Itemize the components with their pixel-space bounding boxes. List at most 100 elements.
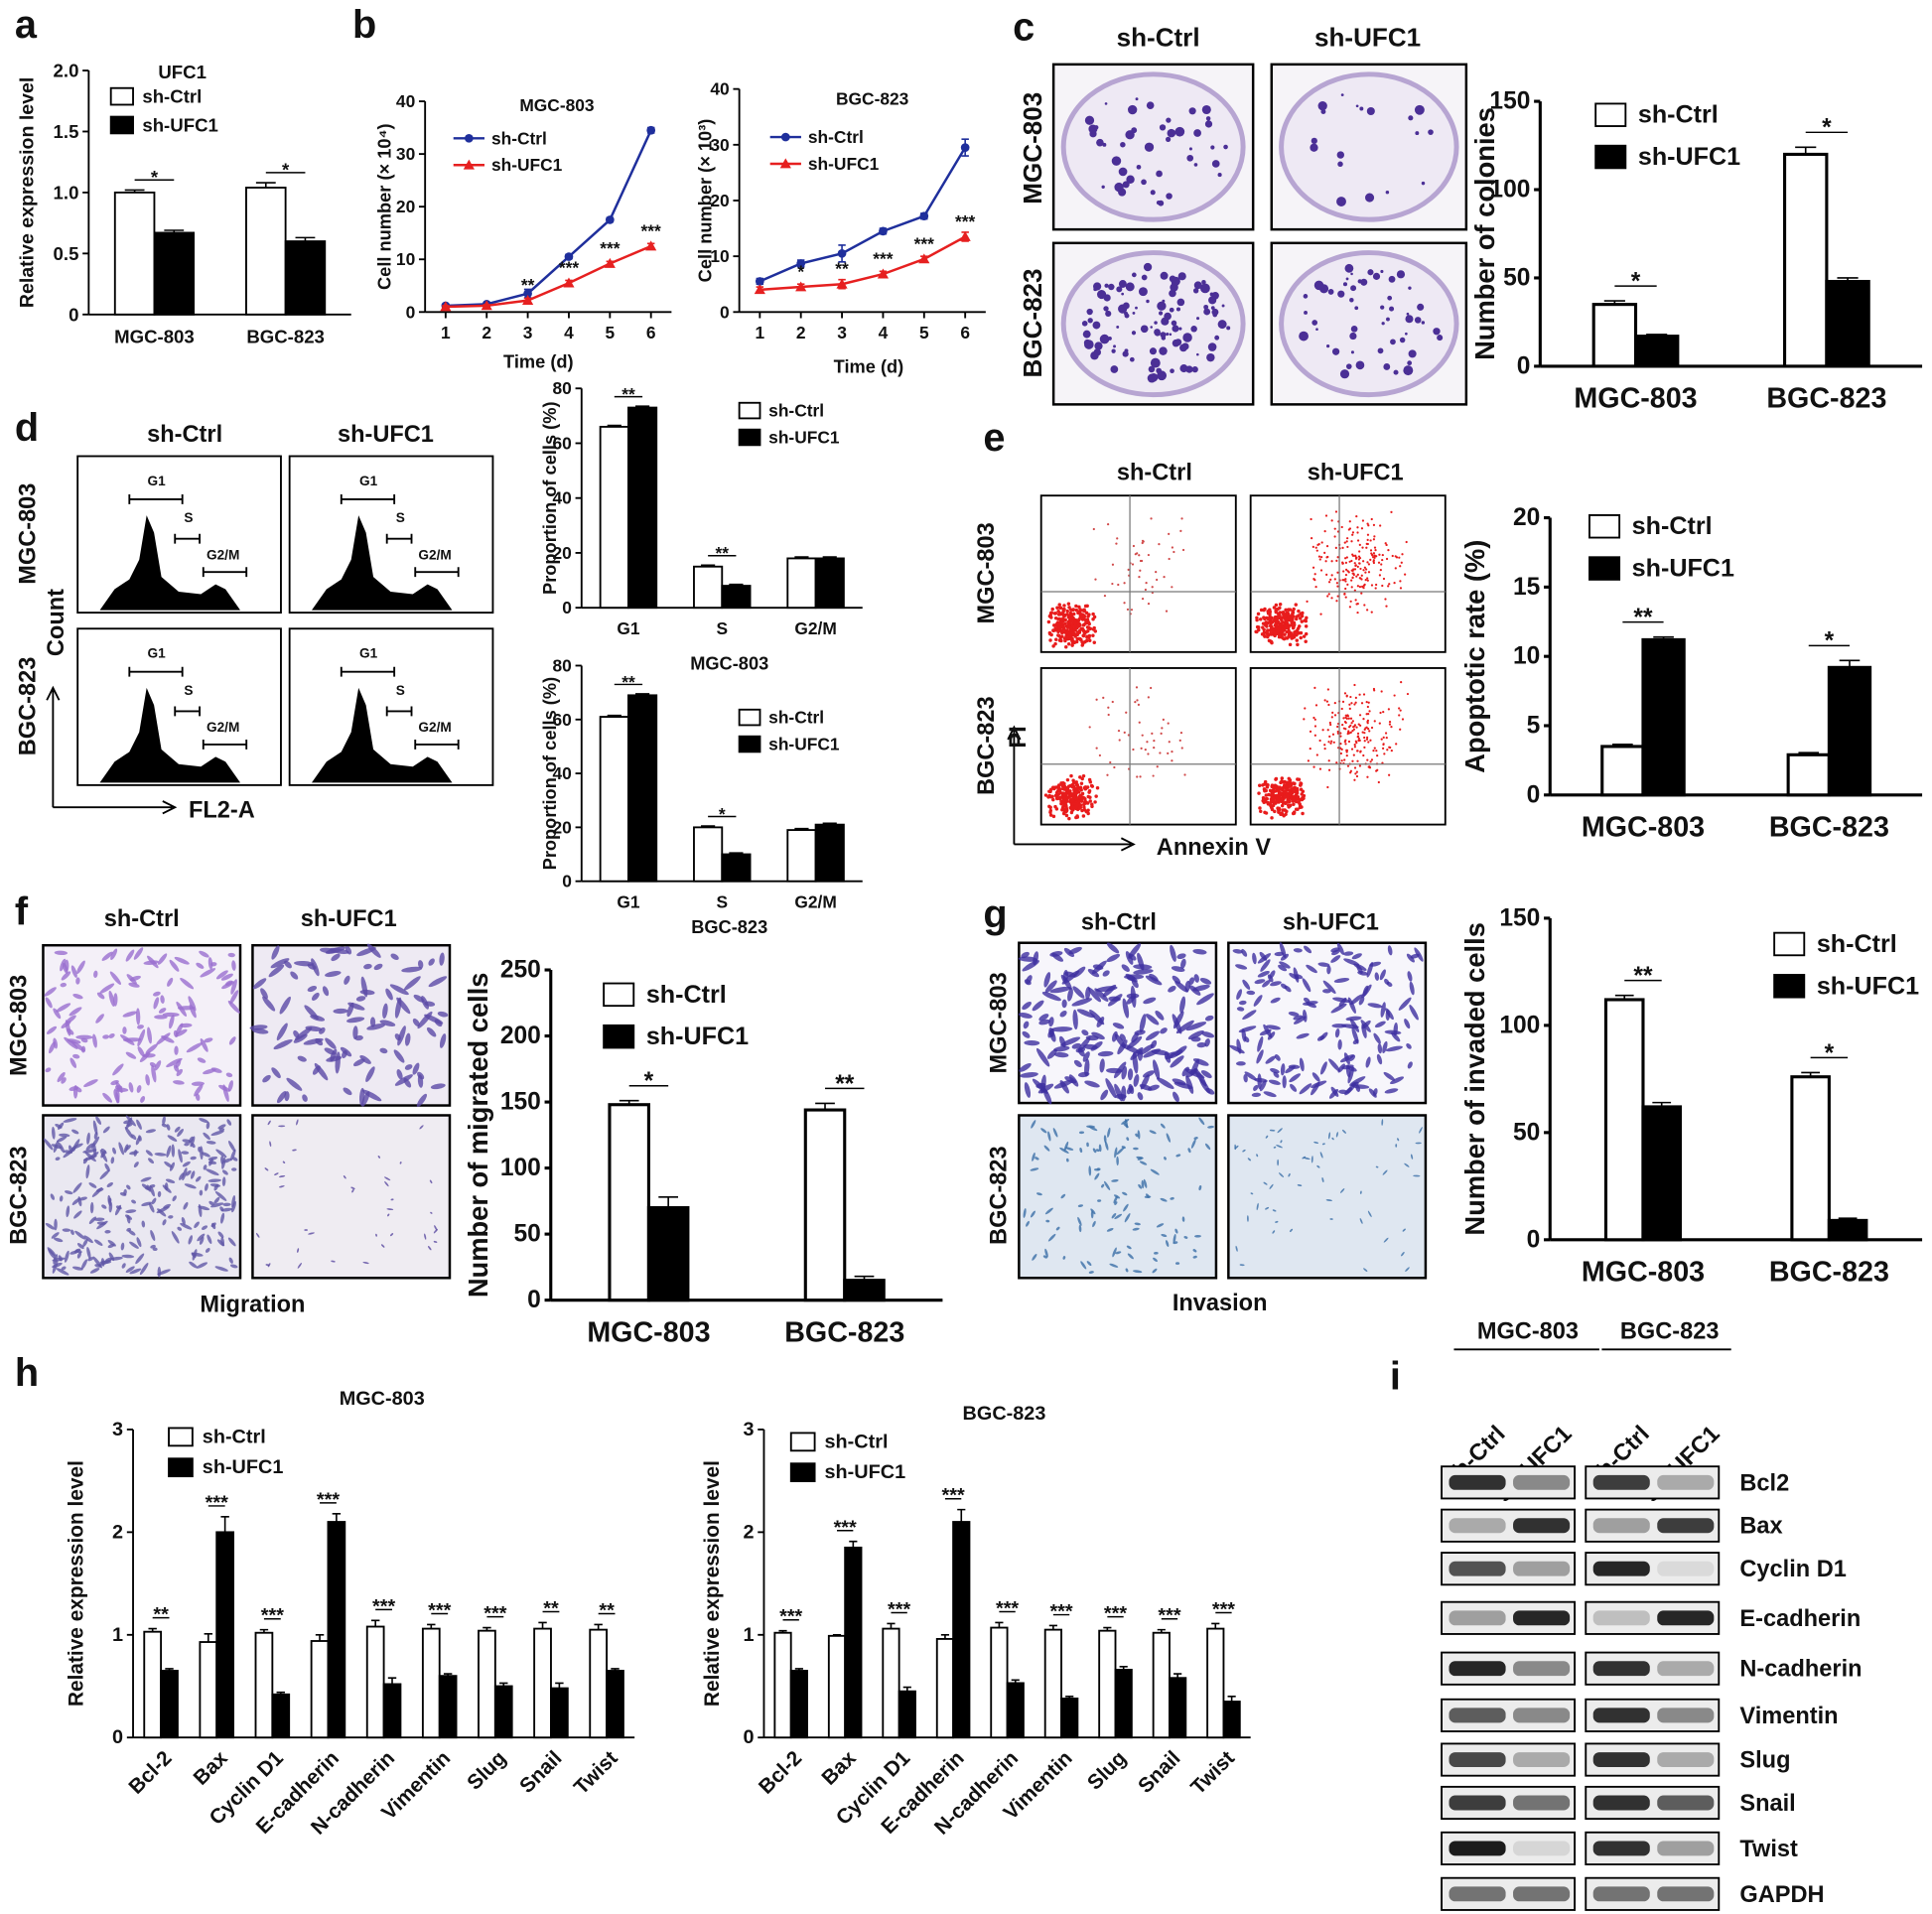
cell-dot xyxy=(1065,609,1069,614)
cell-dot xyxy=(1063,638,1067,643)
cell-dot xyxy=(1325,573,1328,576)
cell-dot xyxy=(1256,625,1261,629)
cell xyxy=(1359,1190,1362,1194)
cell-dot xyxy=(1304,707,1307,710)
colony xyxy=(1304,311,1308,315)
bar xyxy=(721,585,752,610)
y-axis-label: Relative expression level xyxy=(16,77,38,308)
cell xyxy=(1288,1011,1300,1017)
colony xyxy=(1162,299,1166,303)
cell xyxy=(268,964,285,978)
cell-dot xyxy=(1373,556,1376,559)
cell-dot xyxy=(1156,578,1159,582)
colony xyxy=(1212,312,1218,318)
cell-dot xyxy=(1336,730,1339,734)
legend-label: sh-UFC1 xyxy=(646,1023,749,1050)
cell-dot xyxy=(1088,726,1091,729)
cell-dot xyxy=(1059,795,1063,800)
histogram xyxy=(99,515,241,611)
bar xyxy=(827,1634,847,1739)
cell xyxy=(1035,1192,1042,1196)
cell xyxy=(1207,1125,1215,1129)
cell xyxy=(304,1005,319,1020)
cell xyxy=(399,1162,402,1164)
cell xyxy=(177,1129,184,1138)
cell-dot xyxy=(1336,571,1339,574)
significance-label: *** xyxy=(317,1489,340,1511)
cell-dot xyxy=(1126,608,1130,612)
cell xyxy=(393,1049,405,1063)
cell xyxy=(1053,1051,1069,1058)
colony xyxy=(1210,306,1215,311)
cell-dot xyxy=(1388,773,1391,776)
cell xyxy=(203,1164,207,1170)
x-tick-label: G2/M xyxy=(794,892,836,912)
legend-swatch xyxy=(603,982,635,1008)
error-bar xyxy=(370,1619,380,1627)
cell xyxy=(1094,988,1109,1003)
cell-dot xyxy=(1399,580,1402,583)
cell xyxy=(390,1198,394,1201)
cell xyxy=(1079,1147,1083,1154)
y-axis-label: Relative expression level xyxy=(65,1460,87,1707)
cell xyxy=(1156,1077,1174,1089)
bar xyxy=(271,1693,291,1739)
cell-dot xyxy=(1374,549,1377,552)
cell xyxy=(265,1264,270,1267)
cell-dot xyxy=(1385,605,1388,608)
cell xyxy=(1253,995,1263,1007)
cell xyxy=(1342,1129,1346,1134)
colony xyxy=(1150,357,1161,368)
cell xyxy=(429,1179,433,1184)
cell xyxy=(1059,1011,1067,1018)
cell xyxy=(157,1190,162,1197)
gate xyxy=(202,567,248,578)
cell-dot xyxy=(1358,543,1361,547)
error-bar xyxy=(1173,1673,1182,1679)
cell-dot xyxy=(1074,803,1079,808)
cell-dot xyxy=(1262,797,1266,802)
x-tick-label: 4 xyxy=(564,323,574,342)
y-tick-label: 40 xyxy=(553,488,572,508)
cell xyxy=(63,1118,77,1123)
legend-swatch xyxy=(1588,514,1621,539)
cell xyxy=(1397,1138,1400,1142)
colony xyxy=(1190,326,1197,333)
cell xyxy=(1143,997,1157,1005)
legend-swatch xyxy=(1588,556,1621,581)
cell-dot xyxy=(1372,559,1375,562)
y-tick-label: 1.5 xyxy=(54,121,79,142)
colony xyxy=(1127,104,1138,115)
cell xyxy=(173,1064,180,1072)
cell-dot xyxy=(1373,535,1376,538)
cell xyxy=(222,1202,231,1207)
cell-dot xyxy=(1313,725,1317,728)
cell xyxy=(1360,1020,1371,1032)
cell xyxy=(1137,1157,1144,1161)
cell xyxy=(217,1231,224,1239)
cell xyxy=(128,1082,134,1093)
cell-dot xyxy=(1280,617,1284,622)
bar xyxy=(1043,1628,1062,1739)
cell xyxy=(45,1222,56,1230)
cell-dot xyxy=(1347,726,1351,729)
blot-band xyxy=(1513,1661,1571,1677)
cell xyxy=(203,1068,216,1075)
cell-dot xyxy=(1257,791,1261,795)
cell xyxy=(1279,1172,1285,1177)
point xyxy=(563,277,575,288)
cell-dot xyxy=(1071,632,1075,637)
bar xyxy=(693,565,724,610)
legend-label: sh-UFC1 xyxy=(768,735,840,754)
colony xyxy=(1299,331,1309,342)
cell-dot xyxy=(1336,585,1339,588)
cell-dot xyxy=(1300,792,1304,796)
cell-dot xyxy=(1092,527,1095,531)
x-tick-label: BGC-823 xyxy=(1769,1257,1889,1289)
colony xyxy=(1103,306,1109,312)
cell xyxy=(145,1074,150,1086)
cell xyxy=(290,971,299,980)
colony xyxy=(1355,360,1365,370)
cell-dot xyxy=(1270,783,1275,787)
cell xyxy=(1032,1254,1037,1261)
